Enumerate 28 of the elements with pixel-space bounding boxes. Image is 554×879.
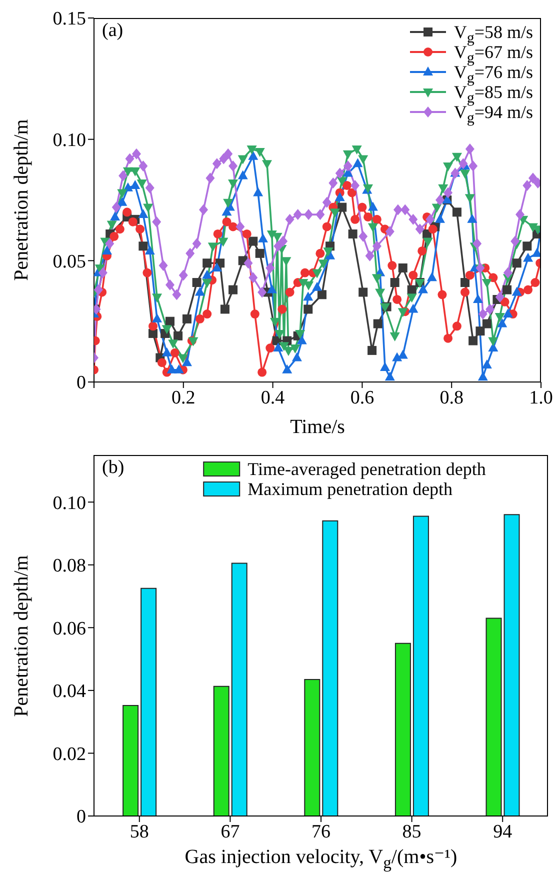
y-tick-label: 0.05 [52,251,86,272]
x-tick-label: 1.0 [529,387,553,408]
y-tick-label: 0.04 [52,681,86,702]
legend-label: Maximum penetration depth [248,478,453,498]
x-tick-label: 94 [493,821,513,842]
y-tick-label: 0.08 [52,556,86,577]
y-tick-label: 0.06 [52,618,86,640]
x-tick-label: 67 [220,821,240,842]
y-tick-label: 0 [76,806,86,828]
x-tick-label: 76 [312,821,330,842]
x-tick-label: 0.4 [260,387,286,408]
chart-title: (b) [102,457,124,479]
x-axis-title: Time/s [289,416,346,439]
x-tick-label: 85 [402,821,422,842]
x-tick-label: 58 [130,821,149,842]
y-axis-title: Penetration depth/m [10,554,34,716]
y-tick-label: 0.10 [52,130,86,152]
y-tick-label: 0 [76,372,86,394]
legend-label: Time-averaged penetration depth [248,458,486,478]
x-axis-title: Gas injection velocity, V$_{g}$/(m•s⁻¹) [184,845,458,872]
x-tick-label: 0.6 [350,387,374,408]
y-tick-label: 0.02 [52,744,86,765]
y-tick-label: 0.15 [52,8,86,30]
y-tick-label: 0.10 [52,492,86,514]
chart-title: (a) [102,20,124,42]
y-axis-title: Penetration depth/m [10,119,34,281]
x-tick-label: 0.8 [440,387,464,408]
x-tick-label: 0.2 [172,387,196,408]
